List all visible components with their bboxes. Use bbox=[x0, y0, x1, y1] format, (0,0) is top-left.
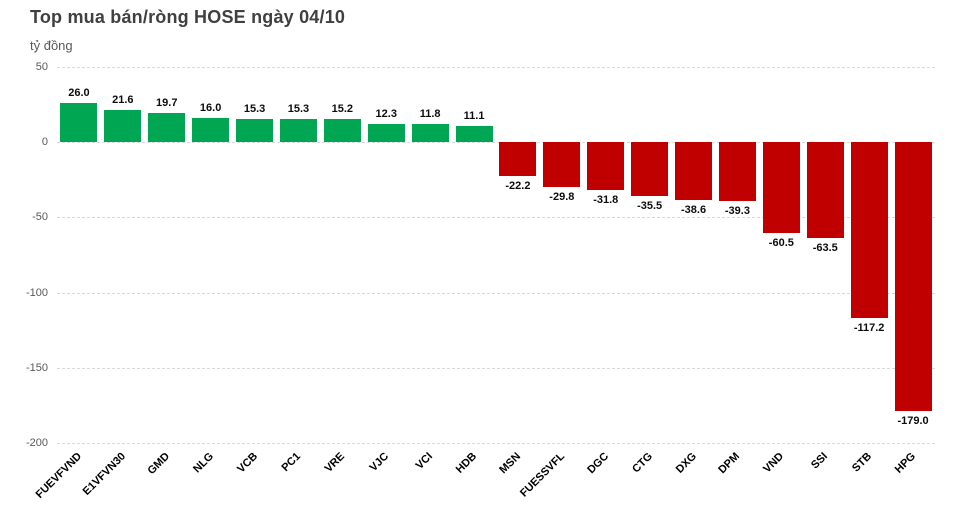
gridline bbox=[57, 443, 935, 444]
value-label: -60.5 bbox=[768, 237, 794, 250]
x-tick-label-vjc: VJC bbox=[367, 450, 392, 475]
bar-pc1 bbox=[279, 119, 317, 143]
value-label: 21.6 bbox=[112, 93, 134, 106]
value-label: -179.0 bbox=[897, 415, 929, 428]
gridline bbox=[57, 142, 935, 144]
x-tick-label-hdb: HDB bbox=[453, 450, 480, 476]
value-label: -35.5 bbox=[637, 199, 663, 212]
value-label: 16.0 bbox=[199, 102, 222, 115]
bar-msn bbox=[499, 142, 537, 176]
x-tick-label-dpm: DPM bbox=[716, 450, 743, 477]
value-label: 15.3 bbox=[243, 103, 266, 116]
x-tick-label-vci: VCI bbox=[413, 450, 436, 472]
x-tick-label-gmd: GMD bbox=[145, 450, 172, 478]
bar-e1vfvn30 bbox=[104, 109, 142, 143]
x-tick-label-dgc: DGC bbox=[585, 450, 611, 477]
x-tick-label-e1vfvn30: E1VFVN30 bbox=[80, 450, 128, 498]
x-tick-label-hpg: HPG bbox=[892, 450, 919, 476]
bar-dpm bbox=[718, 142, 756, 202]
value-label: -31.8 bbox=[593, 194, 619, 207]
x-tick-label-vre: VRE bbox=[322, 450, 348, 475]
x-axis: FUEVFVND E1VFVN30 GMD NLG VCB PC1 VRE VJC VCI HDB… bbox=[34, 443, 935, 511]
y-tick-label: -150 bbox=[25, 361, 48, 374]
value-label: 11.1 bbox=[463, 109, 485, 122]
bar-nlg bbox=[192, 118, 230, 143]
value-label: 15.2 bbox=[331, 103, 354, 116]
plot-area: 26.0 21.6 19.7 16.0 15.3 15.3 15.2 12.3 11.8 11.1… bbox=[57, 67, 935, 444]
x-tick-label-pc1: PC1 bbox=[279, 450, 304, 475]
y-tick-label: -100 bbox=[25, 286, 48, 299]
bar-fuessvfl bbox=[543, 142, 581, 187]
value-label: -22.2 bbox=[505, 179, 531, 192]
gridline bbox=[57, 67, 935, 68]
y-tick-label: -50 bbox=[32, 211, 48, 224]
gridline bbox=[57, 217, 935, 219]
x-tick-label-ctg: CTG bbox=[629, 450, 655, 476]
x-tick-label-msn: MSN bbox=[497, 450, 524, 477]
value-label: -38.6 bbox=[681, 204, 707, 217]
bar-ssi bbox=[806, 142, 844, 238]
value-label: -29.8 bbox=[549, 191, 575, 204]
value-label: 15.3 bbox=[287, 103, 310, 116]
chart-title: Top mua bán/ròng HOSE ngày 04/10 bbox=[30, 7, 346, 27]
bar-hdb bbox=[455, 125, 493, 143]
x-tick-label-dxg: DXG bbox=[673, 450, 699, 476]
bar-stb bbox=[850, 142, 888, 319]
value-label: -39.3 bbox=[724, 205, 750, 218]
x-tick-label-nlg: NLG bbox=[190, 450, 216, 476]
bar-ctg bbox=[631, 142, 669, 196]
value-label: -117.2 bbox=[853, 322, 885, 335]
y-tick-label: 50 bbox=[35, 61, 48, 73]
x-tick-label-fuevfvnd: FUEVFVND bbox=[33, 450, 85, 501]
bar-vcb bbox=[236, 119, 274, 143]
y-axis-unit-label: tỷ đồng bbox=[30, 38, 73, 53]
x-tick-label-stb: STB bbox=[850, 450, 875, 475]
bar-dgc bbox=[587, 142, 625, 190]
bar-vjc bbox=[367, 123, 405, 143]
bar-dxg bbox=[675, 142, 713, 201]
y-tick-label: -200 bbox=[25, 437, 48, 449]
value-label: 19.7 bbox=[156, 96, 178, 109]
gridline bbox=[57, 292, 935, 294]
gridline bbox=[57, 367, 935, 369]
y-axis: 50 0 -50 -100 -150 -200 bbox=[0, 61, 50, 449]
x-tick-label-ssi: SSI bbox=[809, 450, 831, 472]
bar-vci bbox=[411, 124, 449, 143]
bar-vre bbox=[323, 119, 361, 143]
value-label: 12.3 bbox=[375, 107, 397, 120]
x-tick-label-fuessvfl: FUESSVFL bbox=[517, 450, 567, 500]
value-label: 11.8 bbox=[419, 108, 441, 121]
bar-hpg bbox=[894, 142, 932, 412]
y-tick-label: 0 bbox=[41, 136, 48, 149]
value-label: 26.0 bbox=[68, 87, 90, 100]
x-tick-label-vnd: VND bbox=[761, 450, 787, 476]
x-tick-label-vcb: VCB bbox=[234, 450, 260, 476]
bar-fuevfvnd bbox=[60, 103, 98, 143]
bar-vnd bbox=[762, 142, 800, 234]
bar-gmd bbox=[148, 112, 186, 143]
value-label: -63.5 bbox=[812, 241, 838, 254]
